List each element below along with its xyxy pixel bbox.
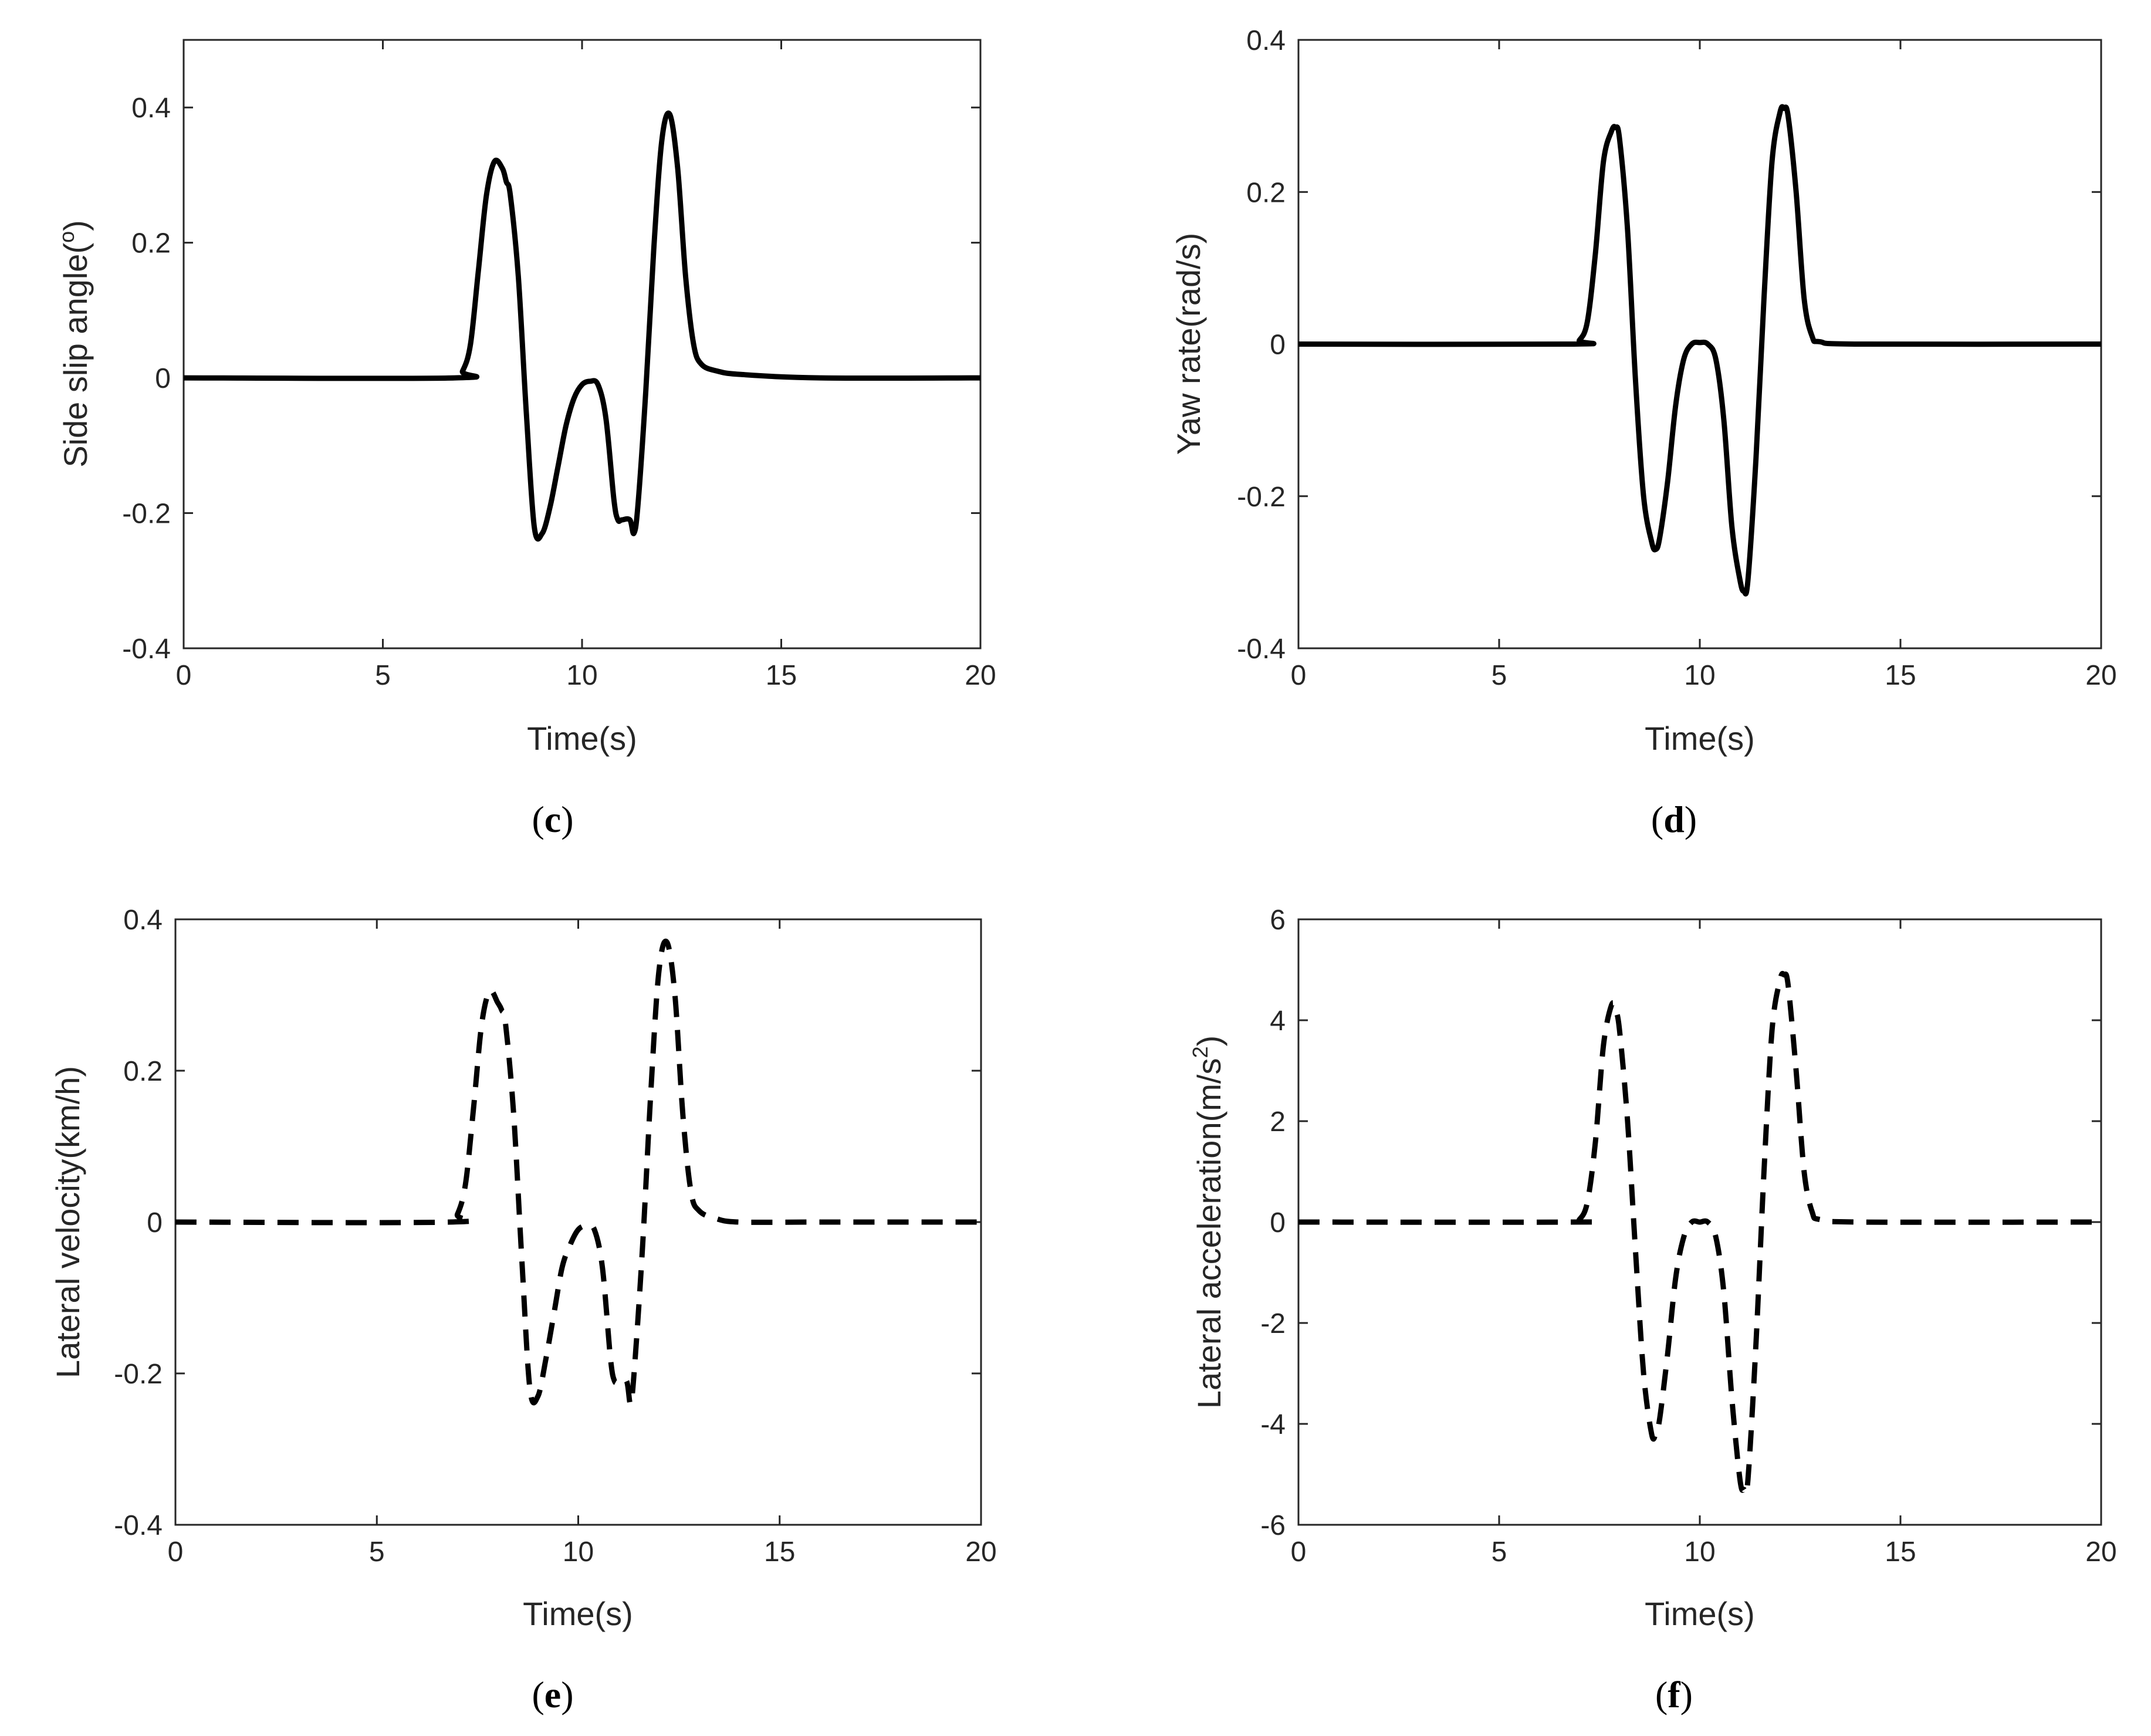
panel-label: (d) — [1651, 798, 1697, 840]
y-axis-label: Lateral velocity(km/h) — [49, 1066, 86, 1378]
x-tick-label: 5 — [1492, 660, 1507, 691]
y-axis-label-tail: ) — [57, 220, 94, 231]
y-tick-label: -0.2 — [114, 1359, 163, 1390]
y-ticks: -0.4 -0.2 0 0.2 0.4 — [1237, 25, 2101, 665]
y-tick-label: 2 — [1270, 1106, 1286, 1138]
y-tick-label: 0.4 — [131, 93, 171, 124]
y-axis-label-tail: ) — [1191, 1035, 1227, 1047]
y-tick-label: 4 — [1270, 1006, 1286, 1037]
series-line — [1298, 104, 2102, 597]
x-tick-label: 0 — [1291, 1537, 1307, 1568]
panel-label: (c) — [532, 798, 573, 840]
x-tick-label: 15 — [764, 1537, 795, 1568]
panel-label-letter: f — [1668, 1674, 1680, 1715]
panel-label-letter: d — [1663, 798, 1685, 840]
x-ticks: 0 5 10 15 20 — [168, 919, 997, 1568]
y-tick-label: 0 — [147, 1207, 163, 1238]
y-tick-label: 0 — [155, 363, 171, 394]
x-tick-label: 5 — [1492, 1537, 1507, 1568]
y-tick-label: -4 — [1260, 1409, 1286, 1440]
y-axis-label-main: Side slip angle( — [57, 243, 94, 468]
x-tick-label: 10 — [563, 1537, 594, 1568]
panel-label: (e) — [532, 1674, 573, 1715]
y-tick-label: -0.4 — [1237, 634, 1286, 665]
panel-f: 0 5 10 15 20 -6 -4 -2 0 2 4 6 Time(s) Lateral acce… — [1188, 905, 2117, 1715]
x-tick-label: 20 — [965, 1537, 996, 1568]
y-axis-label: Yaw rate(rad/s) — [1170, 233, 1207, 455]
y-tick-label: -0.4 — [114, 1510, 163, 1541]
panel-label: (f) — [1655, 1674, 1693, 1715]
x-tick-label: 10 — [566, 660, 597, 691]
x-tick-label: 10 — [1684, 660, 1715, 691]
x-axis-label: Time(s) — [523, 1595, 633, 1632]
x-tick-label: 15 — [1885, 1537, 1916, 1568]
y-tick-label: 0.2 — [1246, 177, 1286, 208]
x-tick-label: 5 — [375, 660, 391, 691]
y-tick-label: -2 — [1260, 1308, 1286, 1339]
y-tick-label: 0 — [1270, 330, 1286, 361]
x-tick-label: 5 — [369, 1537, 385, 1568]
y-axis-label: Side slip angle(o) — [55, 220, 94, 468]
panel-e: 0 5 10 15 20 -0.4 -0.2 0 0.2 0.4 Time(s) Lateral… — [49, 905, 997, 1715]
x-ticks: 0 5 10 15 20 — [176, 40, 996, 691]
y-axis-label-main: Lateral acceleration(m/s — [1191, 1058, 1227, 1409]
y-tick-label: -0.2 — [122, 499, 171, 530]
x-ticks: 0 5 10 15 20 — [1291, 919, 2117, 1568]
x-ticks: 0 5 10 15 20 — [1291, 40, 2117, 691]
series-line — [1298, 970, 2102, 1497]
x-tick-label: 15 — [766, 660, 797, 691]
x-tick-label: 20 — [2085, 660, 2116, 691]
y-tick-label: -6 — [1260, 1510, 1286, 1541]
x-axis-label: Time(s) — [1645, 720, 1755, 757]
x-tick-label: 0 — [176, 660, 192, 691]
y-tick-label: 0.4 — [1246, 25, 1286, 56]
y-axis-label-superscript: o — [55, 231, 79, 243]
series-line — [183, 110, 981, 542]
y-tick-label: -0.4 — [122, 634, 171, 665]
y-tick-label: 0.2 — [131, 228, 171, 259]
x-axis-label: Time(s) — [1645, 1595, 1755, 1632]
plot-area-frame — [182, 39, 982, 649]
y-tick-label: -0.2 — [1237, 482, 1286, 513]
y-ticks: -0.4 -0.2 0 0.2 0.4 — [122, 93, 980, 665]
x-axis-label: Time(s) — [527, 720, 637, 757]
y-tick-label: 6 — [1270, 905, 1286, 936]
panel-label-letter: e — [544, 1674, 561, 1715]
x-tick-label: 0 — [1291, 660, 1307, 691]
panel-label-letter: c — [544, 798, 561, 840]
x-tick-label: 10 — [1684, 1537, 1715, 1568]
y-axis-label: Lateral acceleration(m/s2) — [1188, 1035, 1227, 1409]
y-tick-label: 0.4 — [123, 905, 163, 936]
x-tick-label: 0 — [168, 1537, 184, 1568]
y-ticks: -6 -4 -2 0 2 4 6 — [1260, 905, 2101, 1541]
panel-c: 0 5 10 15 20 -0.4 -0.2 0 0.2 0.4 Time(s) Side sl… — [55, 39, 996, 840]
y-ticks: -0.4 -0.2 0 0.2 0.4 — [114, 905, 981, 1541]
x-tick-label: 20 — [965, 660, 996, 691]
y-axis-label-superscript: 2 — [1188, 1047, 1212, 1058]
x-tick-label: 20 — [2085, 1537, 2116, 1568]
y-tick-label: 0 — [1270, 1207, 1286, 1238]
x-tick-label: 15 — [1885, 660, 1916, 691]
panel-d: 0 5 10 15 20 -0.4 -0.2 0 0.2 0.4 Time(s) Yaw rat… — [1170, 25, 2117, 840]
series-line — [175, 938, 981, 1407]
y-tick-label: 0.2 — [123, 1056, 163, 1087]
